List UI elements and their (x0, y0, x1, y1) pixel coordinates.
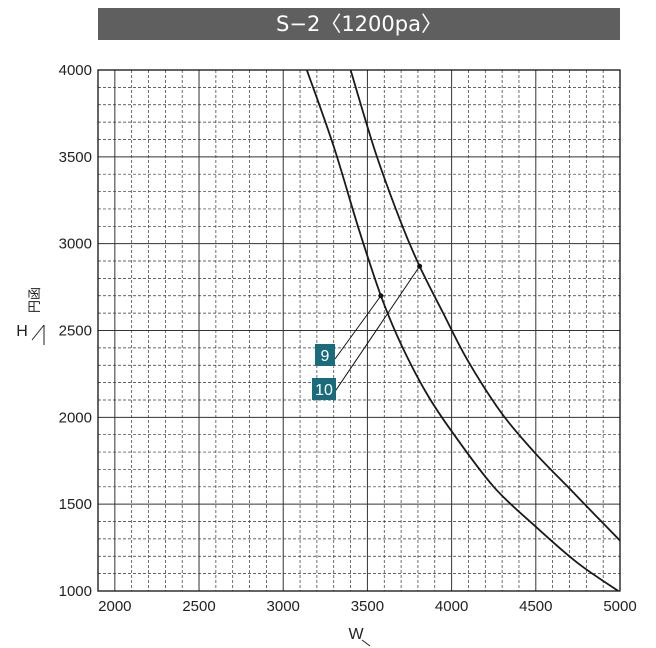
x-tick-label: 4500 (519, 598, 552, 615)
x-tick-label: 3500 (351, 598, 384, 615)
leader-line-9 (334, 295, 382, 360)
y-tick-label: 3000 (59, 236, 92, 253)
x-axis-label: W (348, 626, 364, 643)
chart-title: S−2〈1200pa〉 (98, 8, 620, 40)
curve-10 (349, 70, 620, 542)
label-box-10 (312, 378, 336, 400)
axis-labels: W H 円函 (16, 287, 371, 647)
y-axis-label: H (16, 323, 28, 340)
leader-line-10 (333, 265, 421, 394)
x-label-slash (361, 639, 371, 647)
x-tick-label: 3000 (267, 598, 300, 615)
annotations: 9 10 (312, 263, 423, 400)
x-tick-label: 2500 (182, 598, 215, 615)
label-box-9 (315, 344, 335, 366)
y-tick-label: 4000 (59, 62, 92, 79)
tick-labels: 2000 2500 3000 3500 4000 4500 5000 1000 1500 2000… (59, 62, 637, 615)
y-tick-label: 2500 (59, 323, 92, 340)
y-tick-label: 2000 (59, 409, 92, 426)
y-tick-label: 3500 (59, 149, 92, 166)
y-axis-unit: 円函 (27, 287, 42, 313)
y-tick-label: 1500 (59, 496, 92, 513)
plot-frame (97, 69, 621, 592)
label-text-9: 9 (321, 348, 330, 365)
y-tick-label: 1000 (59, 583, 92, 600)
curves (305, 70, 620, 591)
curve-9 (305, 70, 619, 591)
x-tick-label: 4000 (435, 598, 468, 615)
y-label-slash (31, 324, 45, 341)
label-text-10: 10 (315, 382, 333, 399)
x-tick-label: 5000 (603, 598, 636, 615)
x-tick-label: 2000 (98, 598, 131, 615)
grid (97, 69, 621, 592)
